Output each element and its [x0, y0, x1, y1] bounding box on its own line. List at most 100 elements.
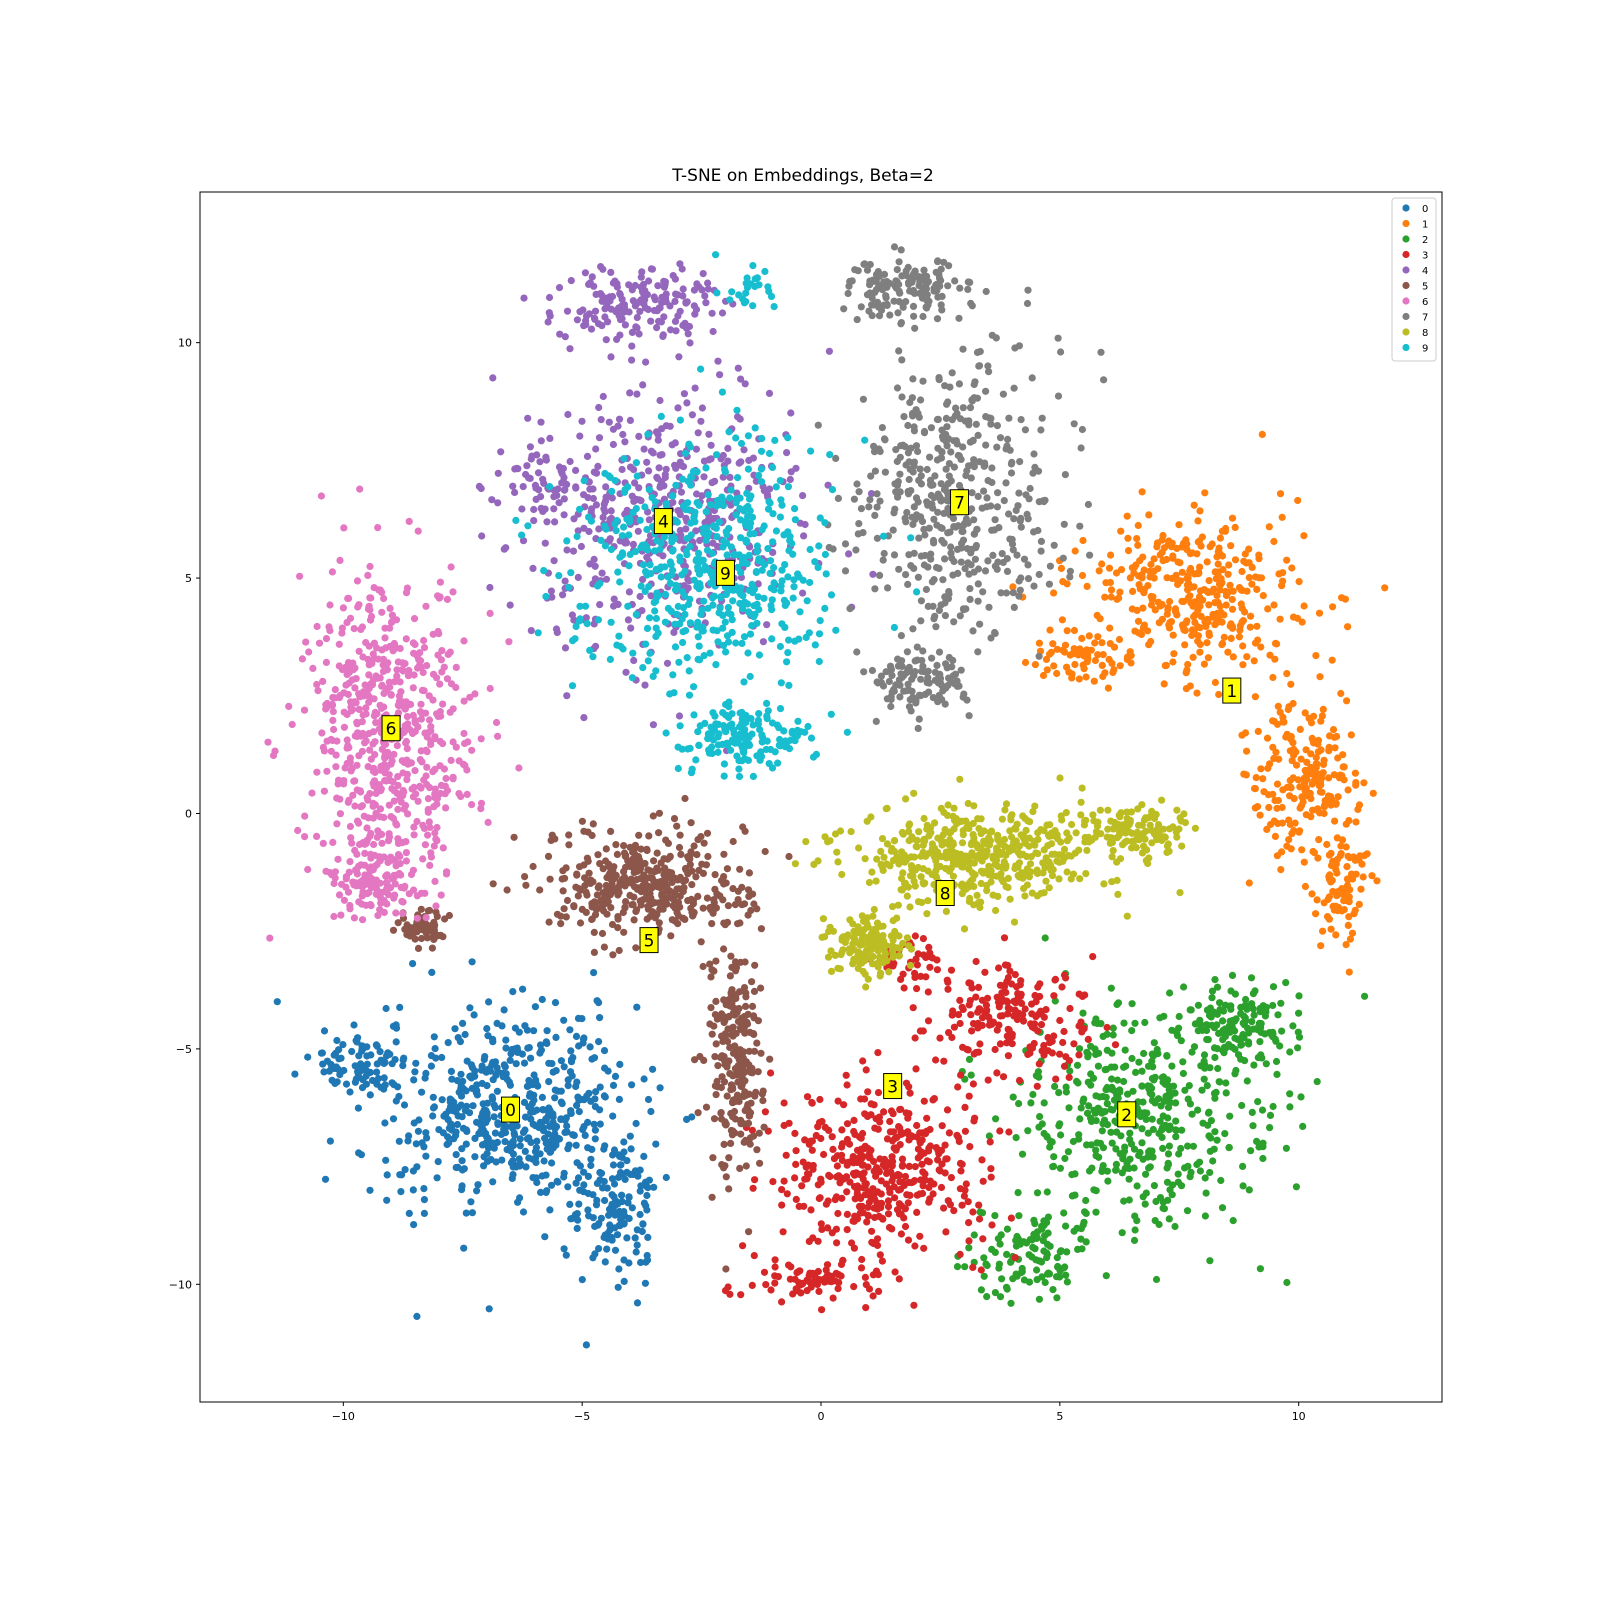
point: [1033, 1266, 1041, 1274]
point: [1303, 758, 1311, 766]
point: [1222, 1079, 1230, 1087]
point: [587, 1155, 595, 1163]
point: [1344, 623, 1352, 631]
point: [600, 1177, 608, 1186]
point: [452, 663, 460, 672]
point: [762, 1281, 770, 1289]
point: [372, 789, 380, 798]
point: [434, 627, 442, 636]
point: [1092, 1208, 1100, 1216]
point: [647, 317, 655, 325]
point: [936, 1034, 944, 1042]
point: [333, 820, 341, 828]
point: [909, 1178, 917, 1186]
point: [736, 1164, 744, 1172]
point: [902, 1079, 911, 1087]
point: [829, 1145, 837, 1153]
point: [1201, 1212, 1209, 1220]
point: [701, 292, 709, 300]
point: [1208, 987, 1217, 995]
point: [643, 915, 651, 923]
point: [1092, 1015, 1100, 1023]
point: [485, 998, 493, 1006]
point: [1266, 1124, 1274, 1132]
point: [1373, 877, 1381, 885]
point: [1238, 567, 1246, 576]
point: [1216, 999, 1224, 1007]
point: [1276, 490, 1285, 498]
point: [870, 1157, 878, 1166]
point: [708, 309, 716, 317]
point: [607, 827, 615, 836]
point: [880, 1108, 888, 1116]
point: [675, 353, 683, 361]
point: [636, 856, 644, 864]
point: [961, 1186, 969, 1194]
point: [1194, 632, 1202, 640]
point: [756, 1159, 764, 1167]
point: [1307, 750, 1315, 758]
point: [1272, 1057, 1281, 1066]
point: [632, 907, 640, 916]
point: [1317, 942, 1325, 950]
point: [1166, 989, 1174, 997]
point: [468, 1064, 477, 1072]
point: [1107, 1128, 1115, 1136]
point: [600, 1092, 609, 1100]
point: [1205, 1132, 1213, 1140]
point: [1251, 639, 1260, 647]
point: [1038, 1225, 1046, 1233]
point: [608, 1191, 616, 1199]
point: [1203, 558, 1211, 566]
point: [1211, 1128, 1219, 1136]
point: [537, 1188, 545, 1196]
point: [698, 404, 707, 412]
point: [479, 1100, 487, 1108]
point: [689, 900, 698, 908]
point: [760, 1268, 769, 1276]
point: [618, 295, 626, 303]
point: [346, 758, 354, 766]
point: [1275, 570, 1283, 578]
point: [509, 482, 517, 490]
point: [458, 1166, 467, 1174]
point: [515, 1028, 523, 1036]
point: [499, 1069, 507, 1077]
point: [490, 1101, 498, 1109]
point: [1076, 1115, 1084, 1123]
point: [727, 952, 735, 960]
point: [385, 771, 393, 779]
point: [1072, 647, 1080, 655]
point: [1172, 1099, 1180, 1107]
point: [724, 444, 732, 452]
point: [643, 1256, 652, 1264]
point: [1139, 604, 1147, 612]
point: [382, 1004, 390, 1013]
point: [418, 758, 426, 766]
point: [1196, 1167, 1204, 1175]
point: [959, 1005, 967, 1014]
point: [874, 1049, 882, 1057]
point: [975, 1005, 983, 1013]
point: [1053, 1294, 1061, 1302]
point: [763, 621, 771, 629]
point: [1098, 661, 1106, 670]
point: [1077, 1235, 1085, 1243]
point: [681, 915, 689, 924]
point: [1251, 987, 1259, 995]
point: [1224, 570, 1232, 578]
point: [397, 1188, 405, 1196]
point: [1273, 804, 1281, 812]
point: [296, 572, 304, 580]
point: [676, 260, 684, 268]
point: [864, 1088, 872, 1096]
point: [873, 1205, 882, 1213]
point: [870, 1101, 878, 1109]
point: [643, 1206, 651, 1214]
point: [1214, 1064, 1222, 1073]
point: [779, 1228, 787, 1236]
point: [486, 684, 494, 693]
point: [640, 445, 648, 453]
point: [995, 964, 1003, 972]
point: [1035, 1060, 1043, 1068]
